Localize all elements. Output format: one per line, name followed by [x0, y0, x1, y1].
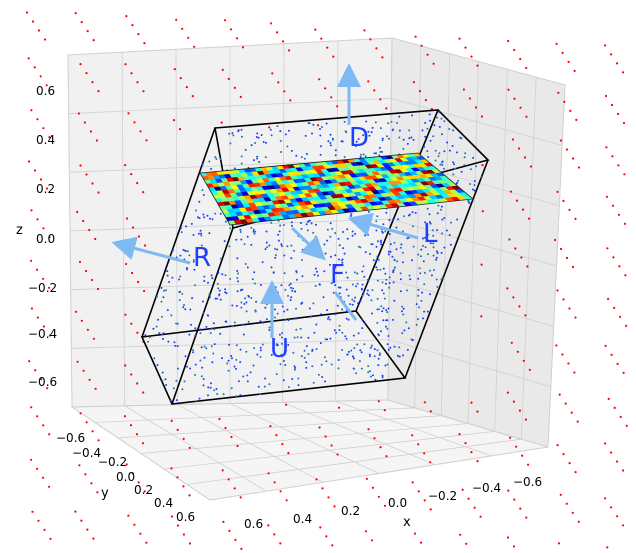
box-edge-front-left	[171, 227, 234, 405]
z-tick: −0.2	[28, 281, 57, 295]
y-tick: 0.0	[116, 470, 135, 484]
surface-plane	[199, 152, 474, 226]
arrow-r	[111, 236, 191, 265]
z-tick: −0.4	[28, 327, 57, 341]
z-tick: −0.6	[28, 375, 57, 389]
arrow-f	[290, 226, 326, 261]
z-tick: 0.4	[36, 133, 55, 147]
x-tick: −0.6	[513, 475, 542, 489]
red-point-series	[25, 11, 628, 551]
x-axis: 0.6 0.4 0.2 0.0 −0.2 −0.4 −0.6 x	[244, 475, 542, 531]
x-tick: 0.2	[341, 504, 360, 518]
x-tick: 0.4	[293, 512, 312, 526]
z-axis: 0.6 0.4 0.2 0.0 −0.2 −0.4 −0.6 z	[16, 84, 57, 389]
z-tick: 0.2	[36, 182, 55, 196]
pane-right	[387, 37, 566, 448]
z-tick: 0.0	[36, 232, 55, 246]
x-tick: −0.4	[472, 481, 501, 495]
x-tick: −0.2	[428, 489, 457, 503]
y-tick: −0.4	[72, 446, 101, 460]
face-label-f: F	[330, 260, 345, 290]
y-tick: 0.4	[154, 496, 173, 510]
box-edge-back	[141, 127, 216, 338]
z-tick: 0.6	[36, 84, 55, 98]
arrow-l	[347, 212, 419, 240]
x-tick: 0.0	[388, 496, 407, 510]
grid	[67, 37, 566, 501]
x-tick: 0.6	[244, 517, 263, 531]
arrow-f-outer	[333, 291, 358, 321]
box-edge-inner	[355, 109, 439, 312]
y-tick: −0.2	[98, 455, 127, 469]
direction-arrows	[111, 63, 419, 338]
y-axis: −0.6 −0.4 −0.2 0.0 0.2 0.4 0.6 y	[56, 431, 195, 524]
face-label-r: R	[193, 243, 211, 273]
x-axis-label: x	[403, 515, 411, 530]
y-axis-label: y	[101, 486, 109, 501]
box-edge-right	[404, 159, 489, 379]
face-label-d: D	[349, 123, 369, 153]
y-tick: −0.6	[56, 431, 85, 445]
y-tick: 0.2	[134, 483, 153, 497]
z-axis-label: z	[16, 223, 23, 238]
face-label-l: L	[423, 219, 438, 249]
y-tick: 0.6	[176, 510, 195, 524]
face-label-u: U	[270, 334, 289, 364]
